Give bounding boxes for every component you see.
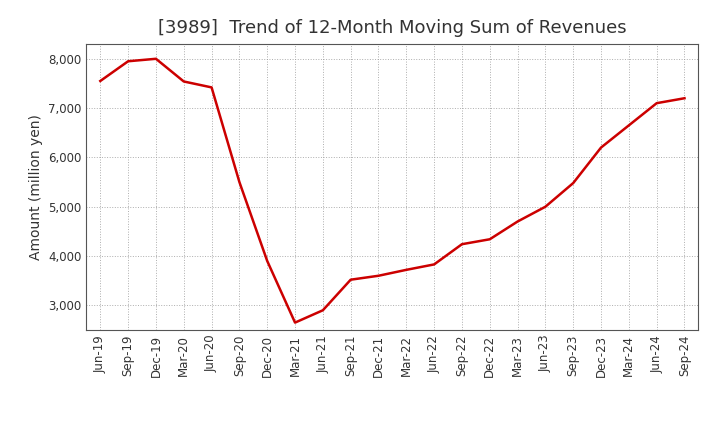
- Title: [3989]  Trend of 12-Month Moving Sum of Revenues: [3989] Trend of 12-Month Moving Sum of R…: [158, 19, 626, 37]
- Y-axis label: Amount (million yen): Amount (million yen): [29, 114, 42, 260]
